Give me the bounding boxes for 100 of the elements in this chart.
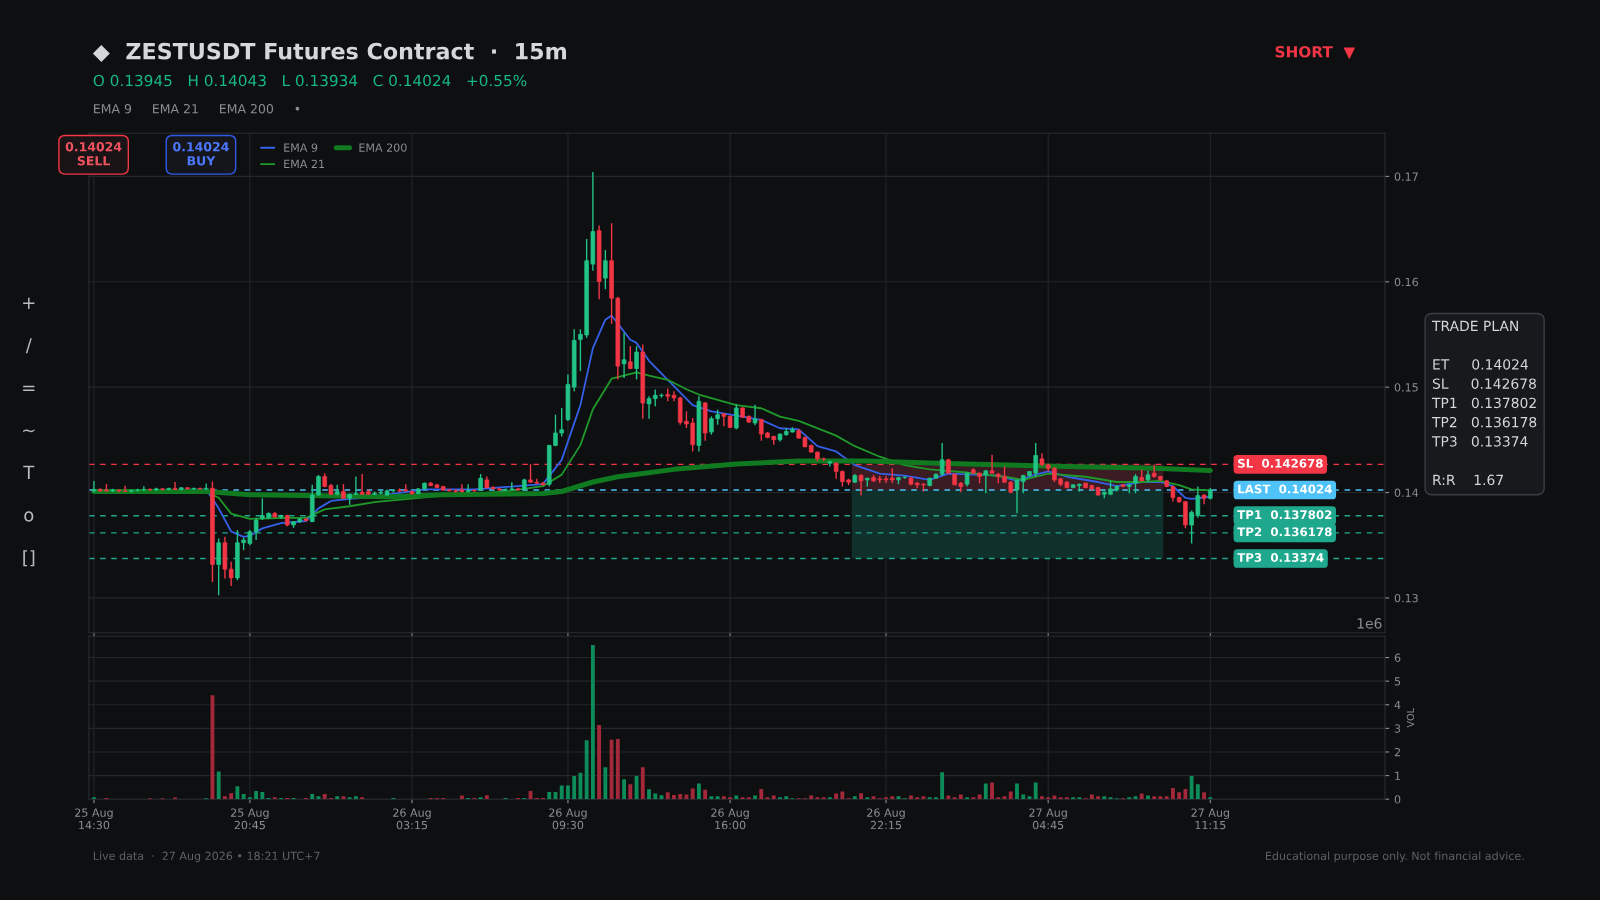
bar: [721, 796, 726, 800]
bar: [1170, 788, 1175, 800]
bar: [622, 779, 627, 800]
ref-line-label: LAST 0.14024: [1238, 484, 1332, 494]
bar: [254, 790, 259, 800]
y-axis-title: VOL: [1406, 708, 1415, 728]
candlestick: [939, 442, 945, 477]
bar: [977, 794, 982, 800]
bar: [696, 783, 701, 800]
bar: [909, 795, 913, 800]
bar: [771, 795, 776, 800]
chart-subtitle: O 0.13945 H 0.14043 L 0.13934 C 0.14024 +0.55%: [93, 74, 527, 87]
text: Educational purpose only. Not financial advice.: [1265, 851, 1524, 863]
bar: [235, 786, 240, 800]
bar: [665, 792, 670, 800]
bar: [341, 796, 346, 800]
y-tick-label: 0.14: [1394, 488, 1419, 497]
ref-line-label: TP1 0.137802: [1237, 510, 1332, 520]
bar: [1096, 796, 1100, 800]
bar: [310, 794, 315, 800]
annotation: 0.14024 BUY: [173, 141, 229, 166]
x-tick-label: 25 Aug 20:45: [231, 808, 269, 830]
text: o: [24, 511, 34, 522]
ref-line-label: TP3 0.13374: [1237, 553, 1324, 562]
bar: [1189, 776, 1194, 800]
bar: [703, 789, 708, 800]
candlestick: [634, 345, 639, 381]
bar: [759, 789, 764, 800]
bar: [216, 771, 221, 800]
bar: [1152, 796, 1157, 800]
candlestick: [216, 537, 221, 596]
y-tick-label: 2: [1394, 747, 1400, 757]
text: TRADE PLAN ET 0.14024 SL 0.142678 TP1 0.137802 TP2 0.136178 TP3 0.13374 R:R 1.67: [1431, 320, 1537, 486]
candlestick: [621, 331, 627, 379]
y-tick-label: 0.15: [1394, 383, 1418, 392]
bar: [890, 796, 895, 800]
bar: [1102, 796, 1107, 800]
x-tick-label: 26 Aug 16:00: [711, 808, 749, 830]
bar: [222, 796, 227, 800]
legend-label: EMA 200: [359, 143, 407, 152]
bar: [1183, 789, 1188, 800]
bar: [859, 793, 864, 800]
bar: [241, 794, 246, 800]
y-tick-label: 5: [1394, 677, 1401, 686]
bar: [990, 782, 994, 800]
chart-title: ◆ ZESTUSDT Futures Contract · 15m: [92, 42, 567, 62]
bar: [1202, 792, 1207, 800]
bar: [840, 791, 845, 800]
bar: [609, 739, 614, 800]
bar: [1040, 796, 1044, 800]
bar: [459, 795, 464, 800]
candlestick: [603, 249, 608, 290]
bar: [335, 796, 340, 800]
bar: [603, 767, 608, 800]
y-tick-label: 0: [1394, 795, 1401, 804]
bar: [809, 795, 814, 800]
bar: [1021, 794, 1026, 800]
bar: [1052, 795, 1057, 800]
bar: [353, 796, 358, 800]
bar: [653, 793, 658, 800]
text: /: [25, 338, 32, 354]
bar: [784, 796, 789, 800]
annotation: 0.14024 SELL: [65, 141, 122, 166]
bar: [322, 794, 327, 800]
bar: [1008, 791, 1013, 800]
annotation: 1e6: [1357, 618, 1382, 629]
bar: [690, 788, 695, 800]
bar: [1164, 796, 1169, 800]
bar: [946, 795, 951, 800]
text: []: [23, 550, 35, 567]
candlestick: [734, 403, 739, 431]
text: T: [23, 465, 35, 479]
bar: [628, 784, 633, 800]
bar: [566, 785, 570, 800]
bar: [647, 789, 651, 800]
bar: [852, 796, 857, 800]
candlestick: [253, 517, 259, 541]
bar: [709, 796, 714, 800]
text: +: [23, 297, 35, 309]
bar: [1015, 783, 1019, 800]
text: ~: [23, 429, 35, 433]
bar: [584, 740, 589, 800]
bar: [1139, 793, 1144, 800]
candlestick: [858, 473, 864, 497]
text: EMA 9 EMA 21 EMA 200 •: [94, 103, 300, 114]
ref-line-label: SL 0.142678: [1238, 458, 1323, 468]
y-tick-label: 4: [1394, 700, 1401, 709]
bar: [484, 795, 489, 800]
text: SHORT ▼: [1275, 45, 1356, 60]
x-tick-label: 26 Aug 22:15: [867, 808, 905, 830]
bar: [572, 776, 577, 800]
x-tick-label: 25 Aug 14:30: [75, 808, 113, 830]
bar: [834, 793, 839, 800]
bar: [1033, 782, 1038, 800]
bar: [672, 794, 676, 800]
text: =: [23, 385, 35, 391]
bar: [547, 792, 552, 800]
x-tick-label: 26 Aug 03:15: [393, 808, 431, 830]
candlestick: [465, 483, 471, 494]
x-tick-label: 27 Aug 11:15: [1191, 808, 1229, 830]
